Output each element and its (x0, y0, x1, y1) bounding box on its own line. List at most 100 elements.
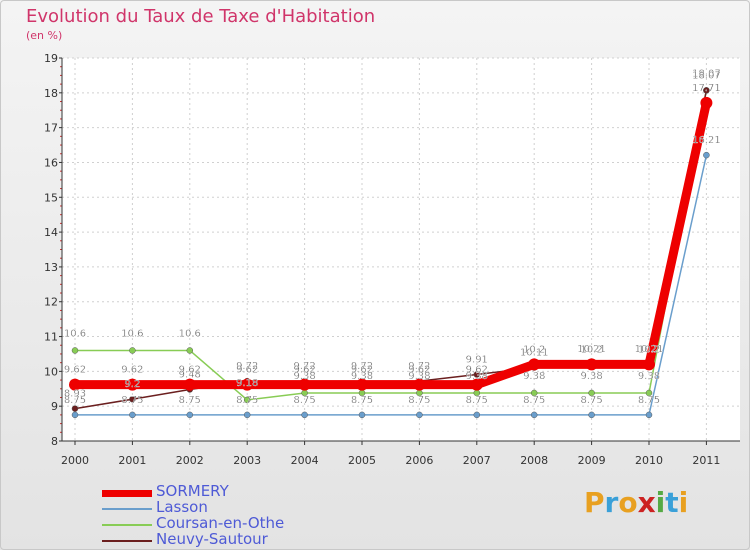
data-point-2 (71, 347, 79, 354)
data-point-3 (473, 371, 481, 378)
logo-letter: P (584, 486, 605, 519)
data-point-2 (530, 389, 538, 397)
legend-swatch-coursan (102, 524, 152, 526)
x-tick-label: 2011 (692, 454, 720, 467)
data-point-0 (413, 378, 426, 391)
data-point-1 (530, 411, 538, 419)
data-label-2: 9.38 (293, 371, 315, 382)
y-tick-label: 19 (44, 52, 58, 65)
data-point-2 (645, 389, 653, 397)
y-tick-label: 18 (44, 87, 58, 100)
data-label-3: 18.07 (692, 70, 721, 81)
data-point-0 (356, 378, 368, 391)
data-label-2: 9.18 (236, 378, 258, 389)
y-tick-label: 9 (51, 400, 58, 413)
data-label-0: 17.71 (692, 83, 721, 94)
data-label-1: 8.75 (408, 395, 430, 406)
x-tick-label: 2007 (463, 454, 491, 467)
data-label-3: 8.93 (64, 389, 86, 400)
x-tick-label: 2006 (405, 454, 433, 467)
data-label-2: 10.6 (121, 328, 143, 339)
data-label-3: 9.72 (408, 361, 430, 372)
x-tick-label: 2002 (176, 454, 204, 467)
data-label-2: 9.38 (408, 371, 430, 382)
data-label-2: 9.38 (351, 371, 373, 382)
data-label-2: 10.6 (64, 328, 86, 339)
data-point-1 (71, 411, 79, 419)
logo-letter: i (655, 486, 666, 519)
x-tick-label: 2001 (118, 454, 146, 467)
data-point-1 (358, 411, 366, 419)
data-label-1: 8.75 (523, 395, 545, 406)
data-point-2 (243, 396, 251, 404)
y-tick-label: 8 (51, 435, 58, 448)
logo-letter: o (618, 486, 638, 519)
data-label-1: 8.75 (580, 395, 602, 406)
legend-swatch-sormery (102, 490, 152, 497)
data-point-0 (528, 358, 541, 371)
data-label-2: 9.38 (466, 371, 488, 382)
logo-letter: r (604, 486, 619, 519)
data-point-1 (243, 411, 251, 419)
series-line-1 (74, 154, 708, 416)
data-label-3: 9.72 (293, 361, 315, 372)
y-tick-label: 13 (44, 261, 58, 274)
x-tick-label: 2008 (520, 454, 548, 467)
data-point-0 (470, 378, 483, 391)
series-line-0 (70, 98, 711, 390)
data-label-0: 9.62 (351, 365, 373, 376)
data-label-3: 9.72 (351, 361, 373, 372)
data-point-2 (588, 389, 595, 397)
logo-letter: x (637, 486, 656, 519)
legend-label-neuvy: Neuvy-Sautour (156, 530, 268, 548)
data-label-1: 8.75 (179, 395, 201, 406)
data-label-1: 8.75 (638, 395, 660, 406)
data-label-2: 9.38 (523, 371, 545, 382)
data-point-1 (645, 411, 653, 419)
data-label-0: 10.2 (638, 344, 660, 355)
data-point-1 (416, 411, 423, 419)
data-point-0 (643, 358, 655, 371)
series-line-2 (74, 89, 708, 401)
data-point-0 (241, 378, 254, 391)
data-label-3: 9.48 (179, 369, 201, 380)
data-point-1 (129, 411, 136, 419)
data-label-3: 10.11 (520, 348, 549, 359)
data-label-3: 9.2 (124, 379, 140, 390)
data-label-2: 9.38 (580, 371, 602, 382)
data-label-0: 9.62 (408, 365, 430, 376)
logo-letter: i (678, 486, 689, 519)
x-tick-label: 2000 (61, 454, 89, 467)
data-label-1: 16.21 (692, 135, 721, 146)
data-label-2: 10.6 (179, 328, 201, 339)
data-label-1: 8.75 (466, 395, 488, 406)
data-point-2 (186, 347, 194, 354)
data-point-1 (588, 411, 595, 419)
y-tick-label: 10 (44, 365, 58, 378)
proxiti-logo: Proxiti (584, 486, 688, 519)
data-point-0 (183, 378, 196, 391)
data-point-0 (69, 378, 81, 391)
data-point-1 (703, 151, 710, 159)
data-point-2 (129, 347, 136, 354)
data-label-3: 10.21 (635, 344, 664, 355)
chart-subtitle: (en %) (26, 29, 63, 42)
y-tick-label: 15 (44, 191, 58, 204)
legend-label-sormery: SORMERY (156, 482, 229, 500)
y-tick-label: 16 (44, 156, 58, 169)
data-label-2: 18.07 (692, 68, 721, 79)
y-tick-label: 17 (44, 122, 58, 135)
data-label-1: 8.75 (293, 395, 315, 406)
data-label-0: 9.62 (64, 365, 86, 376)
data-label-0: 9.62 (179, 365, 201, 376)
data-label-1: 8.75 (64, 395, 86, 406)
x-tick-label: 2009 (578, 454, 606, 467)
data-point-1 (473, 411, 481, 419)
x-tick-label: 2004 (291, 454, 319, 467)
chart-title: Evolution du Taux de Taxe d'Habitation (26, 6, 376, 27)
data-point-0 (585, 358, 598, 371)
data-label-3: 9.72 (236, 361, 258, 372)
data-point-3 (129, 395, 136, 403)
legend-label-lasson: Lasson (156, 498, 208, 516)
